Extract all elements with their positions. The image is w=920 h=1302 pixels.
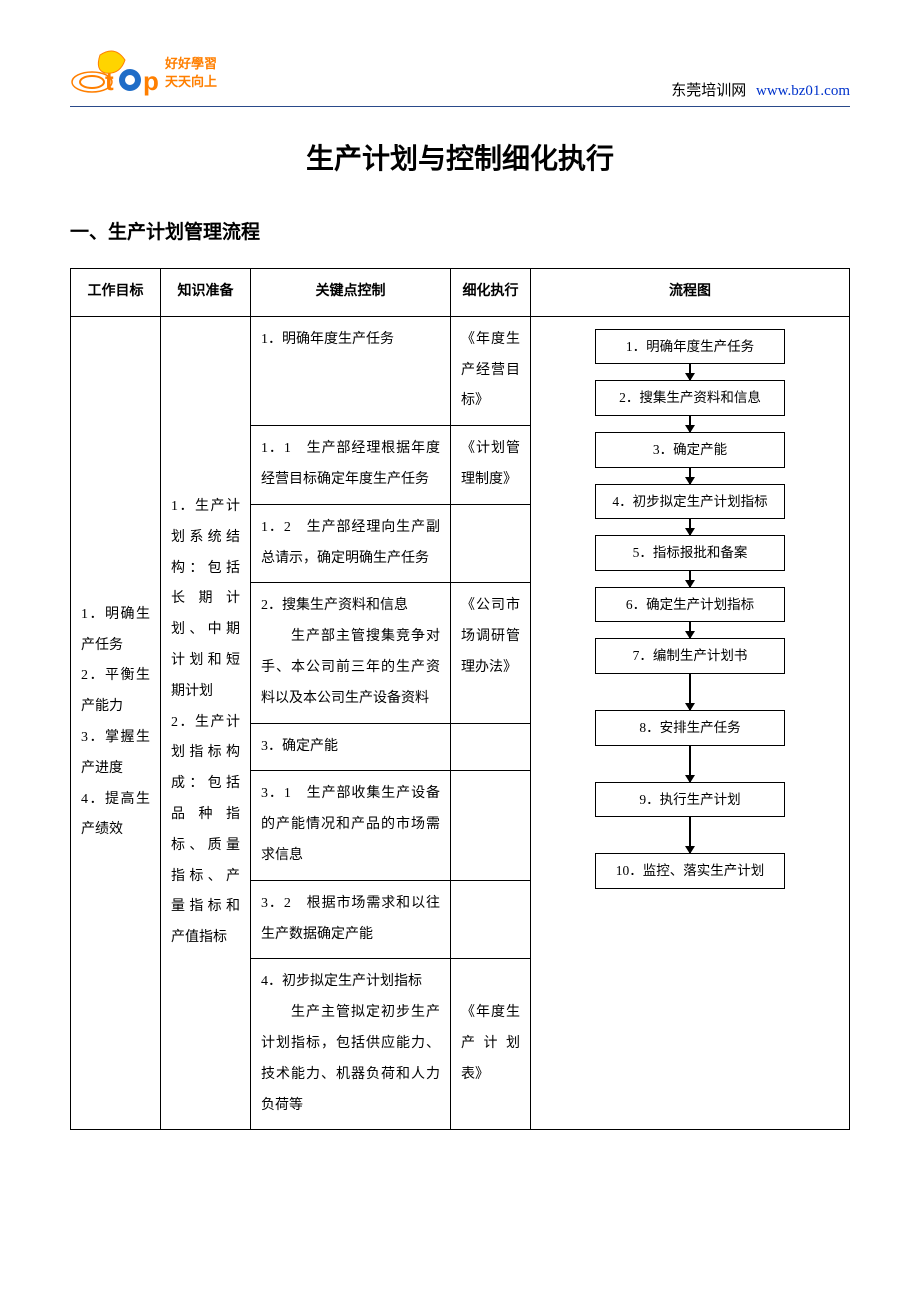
flow-node-7: 7．编制生产计划书: [595, 638, 785, 674]
page-header: t p 好好學習 天天向上 东莞培训网 www.bz01.com: [70, 40, 850, 107]
cell-key-1: 1．1 生产部经理根据年度经营目标确定年度生产任务: [251, 426, 451, 505]
flow-arrow-icon: [689, 817, 691, 853]
cell-exec-0: 《年度生产经营目标》: [451, 316, 531, 425]
flow-node-6: 6．确定生产计划指标: [595, 587, 785, 623]
flow-node-8: 8．安排生产任务: [595, 710, 785, 746]
cell-key-3: 2．搜集生产资料和信息 生产部主管搜集竞争对手、本公司前三年的生产资料以及本公司…: [251, 583, 451, 723]
flow-node-4: 4．初步拟定生产计划指标: [595, 484, 785, 520]
cell-exec-6: [451, 880, 531, 959]
flow-arrow-icon: [689, 746, 691, 782]
table-row: 1．明确生产任务 2．平衡生产能力 3．掌握生产进度 4．提高生产绩效 1．生产…: [71, 316, 850, 425]
th-exec: 细化执行: [451, 269, 531, 317]
site-name: 东莞培训网: [671, 83, 746, 99]
cell-key-5: 3．1 生产部收集生产设备的产能情况和产品的市场需求信息: [251, 771, 451, 880]
cell-key-4: 3．确定产能: [251, 723, 451, 771]
site-url[interactable]: www.bz01.com: [756, 83, 850, 99]
cell-exec-3: 《公司市场调研管理办法》: [451, 583, 531, 723]
flow-arrow-icon: [689, 571, 691, 587]
flow-arrow-icon: [689, 622, 691, 638]
flow-node-2: 2．搜集生产资料和信息: [595, 380, 785, 416]
cell-key-0: 1．明确年度生产任务: [251, 316, 451, 425]
cell-exec-2: [451, 504, 531, 583]
flow-arrow-icon: [689, 519, 691, 535]
cell-exec-5: [451, 771, 531, 880]
cell-knowledge: 1．生产计划系统结构：包括长期计划、中期计划和短期计划 2．生产计划指标构成：包…: [161, 316, 251, 1130]
svg-text:p: p: [143, 66, 159, 96]
document-title: 生产计划与控制细化执行: [70, 137, 850, 177]
flowchart-container: 1．明确年度生产任务 2．搜集生产资料和信息 3．确定产能 4．初步拟定生产计划指标 5…: [537, 329, 843, 889]
flow-arrow-icon: [689, 468, 691, 484]
flow-arrow-icon: [689, 674, 691, 710]
cell-key-6: 3．2 根据市场需求和以往生产数据确定产能: [251, 880, 451, 959]
logo-icon: t p 好好學習 天天向上: [70, 40, 220, 100]
flow-arrow-icon: [689, 364, 691, 380]
flow-node-9: 9．执行生产计划: [595, 782, 785, 818]
header-right: 东莞培训网 www.bz01.com: [671, 79, 850, 100]
svg-text:t: t: [105, 66, 114, 96]
page: t p 好好學習 天天向上 东莞培训网 www.bz01.com 生产计划与控制…: [0, 0, 920, 1302]
cell-exec-4: [451, 723, 531, 771]
table-header-row: 工作目标 知识准备 关键点控制 细化执行 流程图: [71, 269, 850, 317]
flow-node-10: 10．监控、落实生产计划: [595, 853, 785, 889]
flow-node-5: 5．指标报批和备案: [595, 535, 785, 571]
flow-node-1: 1．明确年度生产任务: [595, 329, 785, 365]
cell-goal: 1．明确生产任务 2．平衡生产能力 3．掌握生产进度 4．提高生产绩效: [71, 316, 161, 1130]
cell-exec-7: 《年度生产计划表》: [451, 959, 531, 1130]
section-title: 一、生产计划管理流程: [70, 217, 850, 244]
flow-node-3: 3．确定产能: [595, 432, 785, 468]
th-goal: 工作目标: [71, 269, 161, 317]
cell-key-2: 1．2 生产部经理向生产副总请示，确定明确生产任务: [251, 504, 451, 583]
flow-arrow-icon: [689, 416, 691, 432]
cell-key-7: 4．初步拟定生产计划指标 生产主管拟定初步生产计划指标，包括供应能力、技术能力、…: [251, 959, 451, 1130]
th-keypoints: 关键点控制: [251, 269, 451, 317]
th-knowledge: 知识准备: [161, 269, 251, 317]
logo-tagline-top: 好好學習: [164, 56, 217, 71]
logo-tagline-bottom: 天天向上: [165, 74, 217, 89]
cell-flowchart: 1．明确年度生产任务 2．搜集生产资料和信息 3．确定产能 4．初步拟定生产计划指标 5…: [531, 316, 850, 1130]
logo-block: t p 好好學習 天天向上: [70, 40, 220, 100]
process-table: 工作目标 知识准备 关键点控制 细化执行 流程图 1．明确生产任务 2．平衡生产…: [70, 268, 850, 1130]
th-flow: 流程图: [531, 269, 850, 317]
cell-exec-1: 《计划管理制度》: [451, 426, 531, 505]
